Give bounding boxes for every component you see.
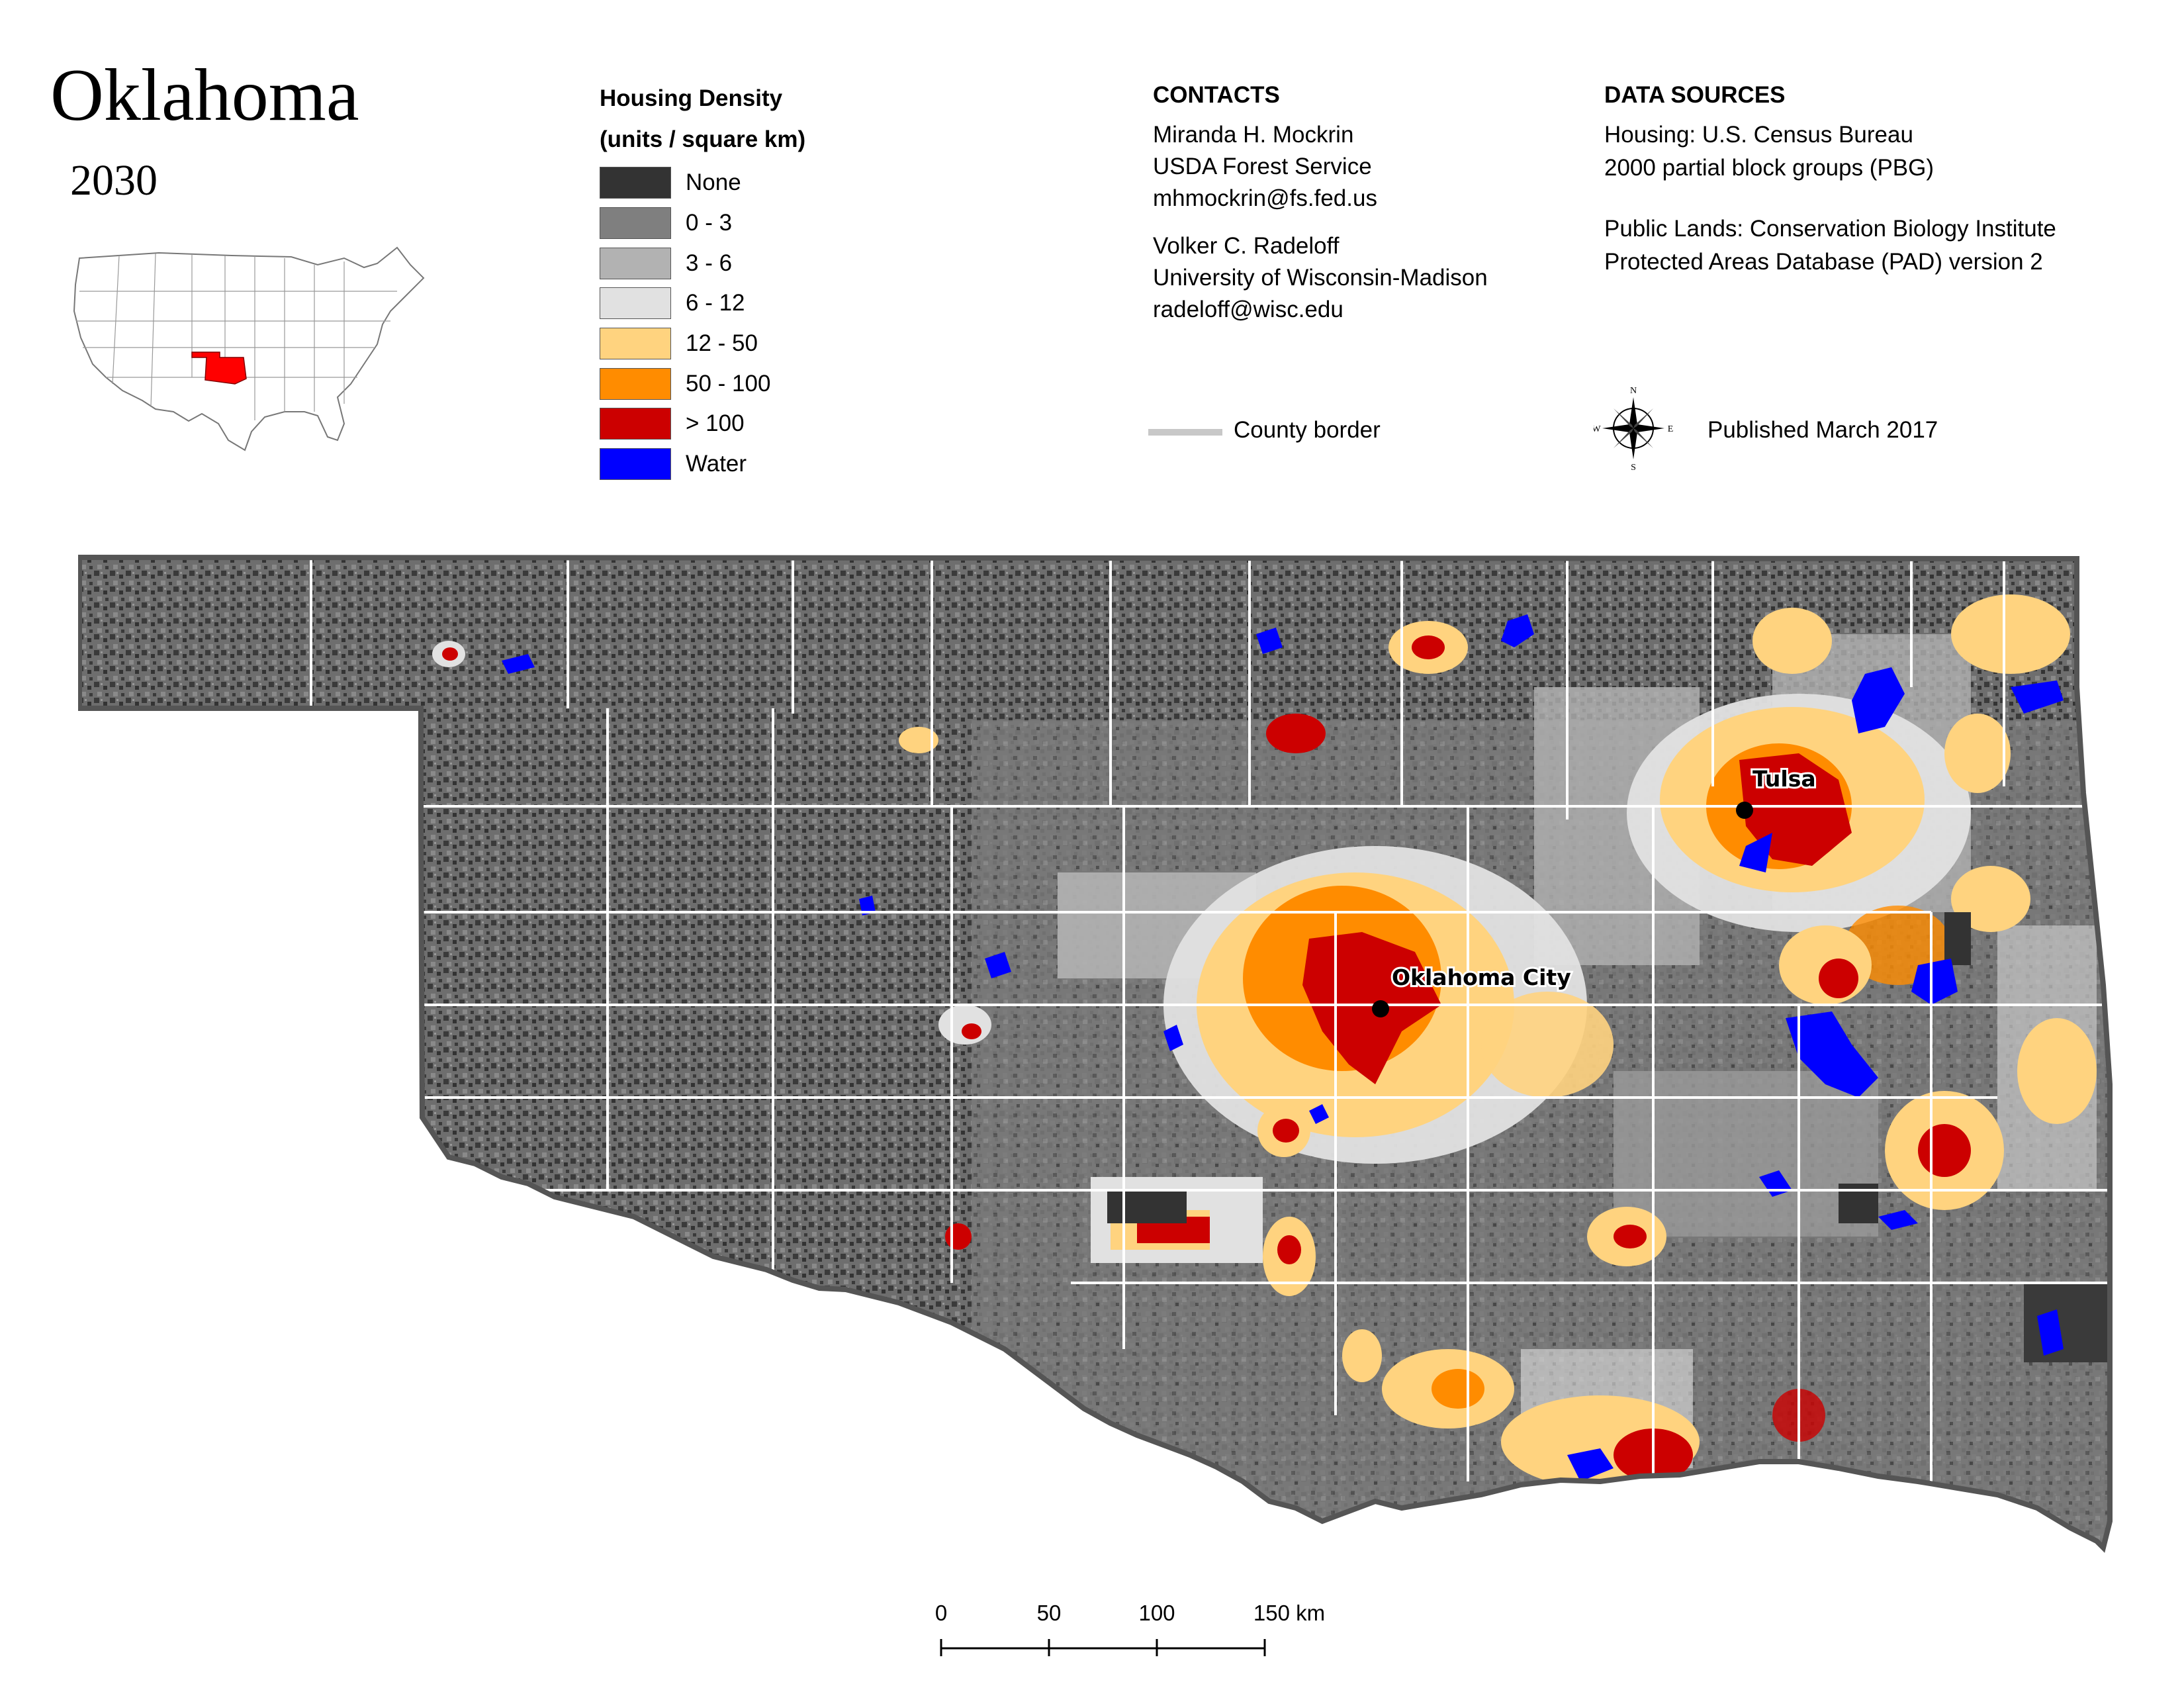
- map-year: 2030: [70, 156, 158, 205]
- contact-email[interactable]: radeloff@wisc.edu: [1153, 297, 1343, 322]
- legend-label: 12 - 50: [686, 330, 758, 356]
- published-date: Published March 2017: [1707, 417, 1938, 443]
- county-border-label: County border: [1234, 417, 1381, 443]
- data-sources-heading: DATA SOURCES: [1604, 82, 1786, 108]
- compass-e: E: [1668, 424, 1673, 434]
- oklahoma-housing-density-map: Oklahoma City Tulsa: [78, 555, 2113, 1553]
- legend-label: 6 - 12: [686, 290, 745, 316]
- scale-bar: 0 50 100 150 km: [935, 1601, 1324, 1656]
- okc-marker: [1372, 1000, 1389, 1017]
- legend-title-line2: (units / square km): [600, 126, 806, 152]
- legend-label: 0 - 3: [686, 210, 733, 236]
- contacts-heading: CONTACTS: [1153, 82, 1280, 108]
- lands-source-detail: Protected Areas Database (PAD) version 2: [1604, 249, 2043, 275]
- legend-swatch: [600, 167, 671, 199]
- compass-rose-icon: N S W E: [1594, 386, 1673, 471]
- legend-swatch: [600, 408, 671, 440]
- tulsa-marker: [1736, 802, 1753, 819]
- oklahoma-highlight: [191, 352, 247, 385]
- compass-n: N: [1630, 386, 1637, 396]
- legend-swatch: [600, 448, 671, 480]
- contact-name: Volker C. Radeloff: [1153, 233, 1340, 259]
- tulsa-label: Tulsa: [1752, 766, 1816, 792]
- contact-name: Miranda H. Mockrin: [1153, 122, 1354, 148]
- scale-label: 150 km: [1253, 1601, 1324, 1625]
- compass-s: S: [1631, 463, 1636, 471]
- lands-source-line: Public Lands: Conservation Biology Insti…: [1604, 216, 2056, 242]
- legend-swatch: [600, 287, 671, 319]
- legend-label: None: [686, 169, 741, 195]
- legend-swatch: [600, 368, 671, 400]
- contact-email[interactable]: mhmockrin@fs.fed.us: [1153, 185, 1377, 211]
- scale-label: 50: [1037, 1601, 1062, 1625]
- legend-title-line1: Housing Density: [600, 85, 783, 111]
- legend-swatch: [600, 248, 671, 279]
- us-outline: [73, 246, 425, 451]
- county-border-symbol: [1148, 429, 1222, 436]
- legend-label: Water: [686, 451, 747, 477]
- compass-w: W: [1594, 424, 1601, 434]
- map-title: Oklahoma: [50, 54, 359, 136]
- scale-label: 100: [1138, 1601, 1175, 1625]
- legend-label: 3 - 6: [686, 250, 733, 276]
- contact-org: USDA Forest Service: [1153, 154, 1372, 179]
- legend-label: 50 - 100: [686, 371, 771, 397]
- legend-swatch: [600, 328, 671, 359]
- scale-label: 0: [935, 1601, 947, 1625]
- legend-title: Housing Density (units / square km): [600, 78, 805, 160]
- legend-label: > 100: [686, 410, 745, 436]
- us-locator-inset: [73, 246, 425, 451]
- contact-org: University of Wisconsin-Madison: [1153, 265, 1488, 291]
- housing-source-line: Housing: U.S. Census Bureau: [1604, 122, 1913, 148]
- legend-swatch: [600, 207, 671, 239]
- housing-source-detail: 2000 partial block groups (PBG): [1604, 155, 1934, 181]
- okc-label: Oklahoma City: [1392, 964, 1571, 990]
